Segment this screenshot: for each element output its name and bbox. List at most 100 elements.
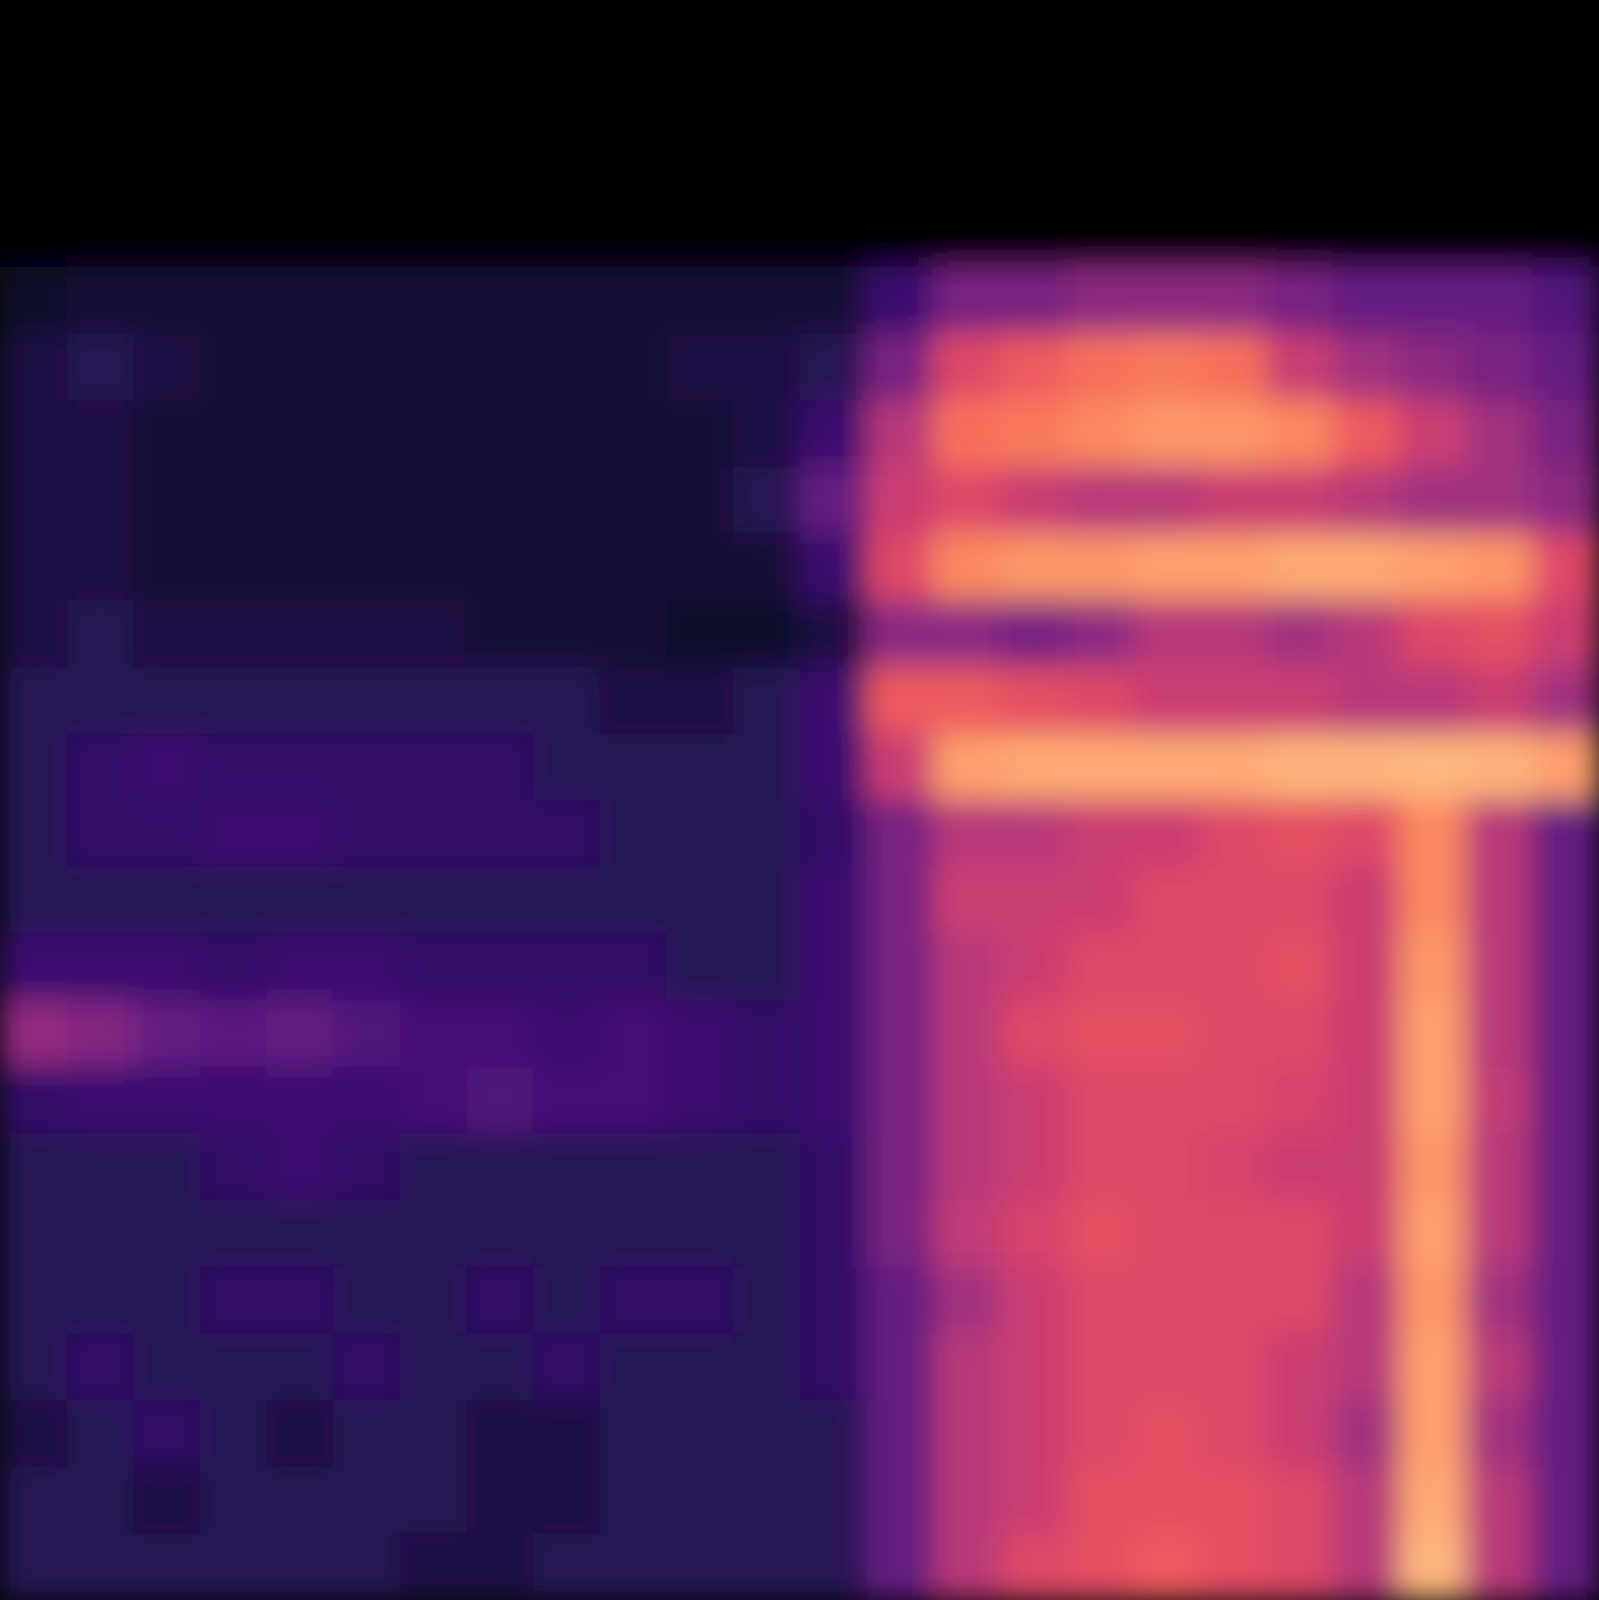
heatmap-cell (1199, 1200, 1267, 1268)
heatmap-cell (733, 1200, 801, 1268)
heatmap-cell (333, 1466, 401, 1535)
heatmap-cell (1132, 466, 1201, 534)
heatmap-cell (1399, 999, 1467, 1068)
heatmap-cell (200, 1200, 268, 1268)
heatmap-cell (865, 999, 934, 1068)
cells (0, 0, 1599, 1600)
heatmap-cell (200, 1533, 268, 1600)
heatmap-cell (132, 1333, 201, 1401)
heatmap-cell (999, 1266, 1068, 1334)
heatmap-cell (200, 733, 268, 801)
heatmap-cell (1199, 933, 1267, 1001)
heatmap-cell (1066, 733, 1134, 801)
heatmap-cell (132, 666, 201, 734)
heatmap-cell (799, 800, 867, 868)
heatmap-cell (1332, 466, 1400, 534)
heatmap-cell (1466, 1266, 1534, 1334)
heatmap-cell (865, 1133, 934, 1201)
heatmap-cell (1265, 733, 1334, 801)
heatmap-cell (1332, 600, 1400, 668)
heatmap-cell (1132, 1266, 1201, 1334)
heatmap-cell (666, 132, 734, 201)
heatmap-cell (66, 132, 134, 201)
heatmap-cell (0, 1266, 68, 1334)
heatmap-cell (1066, 1266, 1134, 1334)
heatmap-cell (0, 933, 68, 1001)
heatmap-cell (132, 1133, 201, 1201)
heatmap-cell (865, 1466, 934, 1535)
heatmap-cell (466, 66, 534, 134)
heatmap-cell (200, 0, 268, 68)
heatmap-cell (200, 666, 268, 734)
heatmap-cell (200, 200, 268, 268)
heatmap-cell (333, 1266, 401, 1334)
heatmap-cell (1066, 1133, 1134, 1201)
heatmap-cell (1265, 333, 1334, 401)
heatmap-cell (333, 466, 401, 534)
heatmap-cell (799, 666, 867, 734)
heatmap-cell (799, 266, 867, 335)
heatmap-cell (865, 200, 934, 268)
heatmap-cell (266, 933, 335, 1001)
heatmap-cell (1399, 733, 1467, 801)
heatmap-cell (932, 933, 1000, 1001)
heatmap-cell (799, 866, 867, 935)
heatmap-cell (132, 132, 201, 201)
heatmap-cell (532, 1133, 601, 1201)
heatmap-cell (1265, 1266, 1334, 1334)
heatmap-cell (1265, 1200, 1334, 1268)
heatmap-cell (1466, 266, 1534, 335)
heatmap-cell (266, 999, 335, 1068)
heatmap-cell (600, 333, 668, 401)
heatmap-cell (532, 933, 601, 1001)
heatmap-cell (1332, 200, 1400, 268)
heatmap-cell (399, 466, 468, 534)
heatmap-cell (132, 600, 201, 668)
heatmap-cell (132, 0, 201, 68)
heatmap-cell (666, 333, 734, 401)
heatmap-cell (999, 200, 1068, 268)
heatmap-cell (733, 399, 801, 468)
heatmap-cell (266, 66, 335, 134)
heatmap-cell (999, 0, 1068, 68)
heatmap-cell (1066, 1466, 1134, 1535)
heatmap-cell (1399, 1399, 1467, 1467)
heatmap-cell (1332, 800, 1400, 868)
heatmap-cell (600, 800, 668, 868)
heatmap-cell (666, 1466, 734, 1535)
heatmap-cell (1332, 1333, 1400, 1401)
heatmap-cell (66, 1399, 134, 1467)
heatmap-cell (1132, 0, 1201, 68)
heatmap-cell (1332, 0, 1400, 68)
heatmap-cell (600, 999, 668, 1068)
heatmap-cell (1199, 1066, 1267, 1134)
heatmap-cell (1532, 399, 1599, 468)
heatmap-cell (865, 1399, 934, 1467)
heatmap-cell (266, 733, 335, 801)
heatmap-cell (66, 866, 134, 935)
heatmap-cell (932, 1333, 1000, 1401)
heatmap-cell (733, 866, 801, 935)
heatmap-cell (466, 800, 534, 868)
heatmap-cell (666, 1133, 734, 1201)
heatmap-cell (932, 1066, 1000, 1134)
heatmap-cell (999, 866, 1068, 935)
heatmap-cell (532, 1533, 601, 1600)
heatmap-cell (1265, 466, 1334, 534)
heatmap-cell (1532, 132, 1599, 201)
heatmap-cell (1332, 1133, 1400, 1201)
heatmap-cell (399, 1200, 468, 1268)
heatmap-cell (1399, 1533, 1467, 1600)
heatmap-cell (1066, 600, 1134, 668)
heatmap-cell (1466, 1399, 1534, 1467)
heatmap-cell (333, 866, 401, 935)
heatmap-cell (266, 399, 335, 468)
heatmap-cell (1132, 933, 1201, 1001)
heatmap-cell (932, 1399, 1000, 1467)
heatmap-cell (399, 132, 468, 201)
plot-area (0, 0, 1599, 1600)
heatmap-cell (1132, 1466, 1201, 1535)
heatmap-cell (733, 200, 801, 268)
heatmap-cell (1399, 399, 1467, 468)
heatmap-cell (132, 333, 201, 401)
